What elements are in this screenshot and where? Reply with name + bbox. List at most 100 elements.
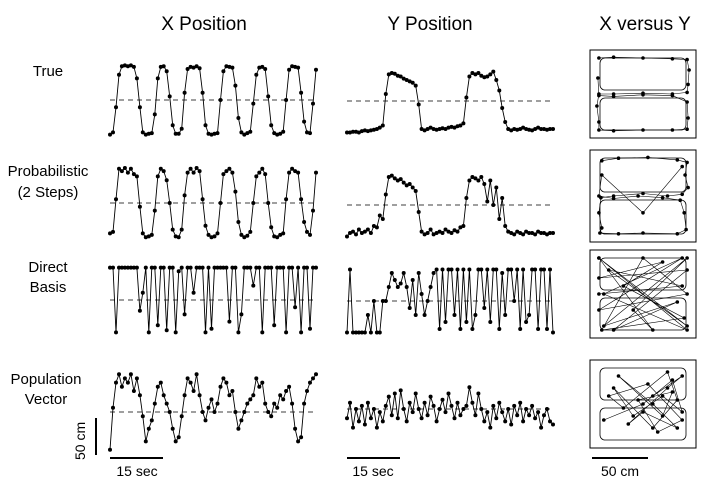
data-point (473, 313, 478, 317)
data-point (230, 65, 235, 70)
data-point (431, 232, 436, 237)
data-point (491, 203, 496, 207)
data-point (194, 372, 199, 377)
trajectory-point (685, 127, 689, 131)
data-point (467, 267, 472, 272)
data-point (542, 127, 546, 131)
data-point (224, 380, 229, 385)
data-point (200, 197, 205, 202)
data-point (371, 127, 376, 132)
data-point (345, 130, 349, 135)
data-point (182, 193, 187, 198)
trajectory-point (682, 211, 686, 215)
panels (108, 49, 697, 452)
data-point (446, 391, 451, 396)
data-point (383, 299, 388, 303)
data-point (236, 426, 241, 431)
data-point (248, 229, 253, 234)
data-point (269, 123, 274, 128)
data-point (314, 170, 318, 175)
data-point (188, 166, 193, 171)
data-point (215, 401, 220, 406)
trajectory-point (602, 418, 606, 422)
data-point (521, 125, 526, 130)
data-point (497, 327, 502, 331)
data-point (395, 285, 400, 289)
data-point (539, 231, 544, 235)
data-point (188, 380, 193, 385)
data-point (239, 130, 244, 135)
data-point (449, 267, 454, 272)
data-point (143, 439, 148, 444)
data-point (128, 372, 133, 377)
trajectory-point (680, 374, 684, 378)
data-point (365, 227, 370, 232)
data-point (413, 391, 418, 396)
track-loop (599, 97, 687, 131)
panel-7 (345, 267, 555, 335)
data-point (176, 235, 181, 240)
data-point (422, 313, 427, 317)
data-point (500, 106, 505, 110)
data-point (293, 64, 298, 69)
data-point (440, 126, 445, 131)
data-point (524, 229, 529, 234)
data-point (284, 389, 289, 393)
data-point (197, 66, 202, 71)
data-point (485, 199, 490, 204)
data-point (473, 72, 478, 77)
trajectory-point (621, 406, 626, 410)
data-point (242, 410, 247, 414)
data-point (348, 130, 352, 135)
data-point (506, 127, 511, 131)
trajectory-point (611, 386, 616, 390)
trajectory-point (631, 414, 635, 418)
data-point (203, 418, 208, 423)
time-scale-bar-x: 15 sec (110, 457, 163, 479)
data-point (374, 425, 379, 430)
data-point (482, 75, 487, 80)
data-point (410, 278, 415, 282)
data-point (410, 185, 415, 190)
arena-border (589, 149, 697, 243)
data-point (314, 372, 318, 377)
data-point (287, 384, 292, 389)
data-point (494, 185, 499, 190)
trajectory-point (597, 308, 601, 312)
data-point (389, 271, 394, 275)
data-point (245, 233, 250, 238)
data-point (464, 95, 469, 100)
trajectory-point (611, 55, 616, 59)
trajectory-point (675, 300, 680, 304)
data-point (314, 265, 318, 270)
data-point (461, 224, 466, 228)
data-point (407, 182, 412, 186)
data-point (362, 330, 367, 335)
trajectory-point (597, 211, 601, 215)
data-point (296, 170, 301, 175)
data-point (227, 166, 232, 171)
data-point (536, 229, 541, 234)
data-point (167, 201, 172, 205)
data-point (179, 126, 184, 131)
trajectory-point (685, 256, 689, 260)
data-point (407, 306, 412, 310)
data-point (354, 330, 358, 335)
trajectory-point (641, 402, 645, 406)
data-point (470, 175, 475, 179)
trajectory-point (602, 324, 606, 328)
data-point (348, 231, 352, 235)
data-point (108, 265, 112, 270)
data-point (401, 76, 406, 81)
data-point (515, 413, 520, 418)
data-point (356, 227, 361, 232)
data-point (167, 265, 172, 270)
data-point (296, 65, 301, 70)
data-point (173, 234, 178, 239)
data-point (122, 166, 127, 170)
data-point (476, 267, 481, 272)
data-point (296, 265, 301, 270)
data-point (503, 120, 508, 124)
data-point (416, 102, 421, 107)
data-point (266, 265, 271, 270)
